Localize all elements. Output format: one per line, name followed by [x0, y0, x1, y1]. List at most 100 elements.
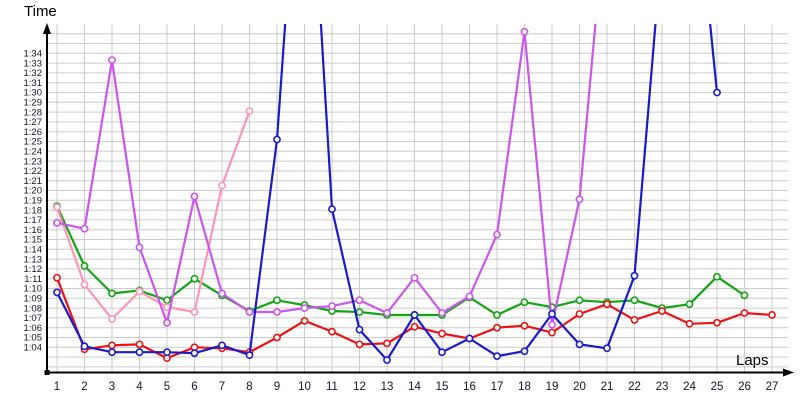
- series-blue-point: [465, 334, 474, 343]
- series-magenta-point: [465, 292, 474, 301]
- y-tick-label: 1:10: [24, 284, 43, 295]
- y-tick-label: 1:24: [24, 147, 43, 158]
- series-blue-point: [218, 341, 226, 350]
- series-blue-point: [575, 340, 584, 349]
- y-tick-label: 1:23: [24, 156, 43, 167]
- series-blue-point: [273, 135, 281, 144]
- series-pink: [53, 107, 254, 323]
- y-tick-label: 1:19: [24, 196, 43, 207]
- x-tick-label: 27: [766, 381, 779, 393]
- series-blue-point: [383, 356, 391, 364]
- series-magenta-point: [410, 273, 419, 282]
- series-red-point: [300, 316, 309, 325]
- y-tick-label: 1:28: [24, 107, 43, 118]
- y-axis-arrow-icon: [43, 23, 51, 34]
- series-green-point: [190, 274, 199, 283]
- x-tick-label: 16: [463, 381, 476, 393]
- y-tick-label: 1:06: [24, 323, 43, 334]
- y-tick-label: 1:16: [24, 225, 43, 236]
- series-magenta-point: [80, 224, 89, 233]
- x-tick-label: 13: [381, 381, 394, 393]
- series-red-point: [658, 307, 666, 315]
- y-tick-label: 1:26: [24, 127, 43, 138]
- y-tick-label: 1:22: [24, 166, 43, 177]
- x-tick-label: 17: [491, 381, 504, 393]
- series-red-point: [135, 340, 144, 349]
- series-magenta-point: [218, 289, 226, 298]
- y-tick-label: 1:04: [24, 343, 43, 354]
- series-pink-point: [80, 280, 89, 289]
- series-green-point: [740, 291, 749, 300]
- y-tick-label: 1:07: [24, 313, 43, 324]
- y-tick-label: 1:29: [24, 98, 43, 109]
- x-tick-label: 10: [298, 381, 311, 393]
- series-blue-point: [713, 88, 721, 97]
- y-tick-label: 1:15: [24, 235, 43, 246]
- series-red-point: [575, 310, 584, 318]
- y-tick-label: 1:21: [24, 176, 43, 187]
- x-tick-label: 9: [274, 381, 280, 393]
- x-tick-label: 15: [436, 381, 449, 393]
- series-blue-point: [630, 271, 639, 280]
- y-tick-label: 1:27: [24, 117, 43, 128]
- series-blue: [53, 24, 721, 364]
- series-red-point: [685, 319, 694, 328]
- series-pink-point: [108, 314, 116, 323]
- series-blue-point: [190, 349, 199, 358]
- y-tick-label: 1:34: [24, 49, 43, 60]
- y-tick-labels: 1:041:051:061:071:081:091:101:111:121:13…: [24, 49, 43, 354]
- series-green-point: [520, 298, 529, 307]
- y-tick-label: 1:13: [24, 254, 43, 265]
- series-pink-point: [135, 287, 144, 296]
- axis-origin-marker: [44, 370, 50, 375]
- x-tick-label: 6: [191, 381, 197, 393]
- series-red-point: [713, 318, 721, 327]
- series-magenta-point: [548, 320, 556, 329]
- series-green-point: [108, 289, 116, 298]
- series-blue-point: [53, 288, 61, 297]
- series-blue-point: [410, 311, 419, 319]
- series-red-point: [328, 327, 336, 336]
- series-red-point: [438, 329, 446, 338]
- series-green-point: [273, 296, 281, 305]
- series-green-point: [713, 272, 721, 281]
- series-red-point: [493, 323, 501, 332]
- series-blue-point: [245, 351, 254, 360]
- x-tick-label: 7: [219, 381, 225, 393]
- x-tick-label: 18: [518, 381, 531, 393]
- y-tick-label: 1:32: [24, 68, 43, 79]
- series-green-point: [163, 296, 171, 305]
- series-green-point: [685, 300, 694, 309]
- series-red-point: [548, 328, 556, 337]
- series-blue-point: [108, 348, 116, 357]
- series-pink-point: [190, 308, 199, 316]
- x-tick-labels: 1 2 3 4 5 6 7 8 9 10 11 12 13 14 15 16 17 18 19 20 21 22 23 24 2…: [54, 381, 779, 393]
- series-red-point: [383, 339, 391, 348]
- x-tick-label: 21: [601, 381, 614, 393]
- series-pink-point: [245, 107, 254, 116]
- series-magenta-point: [328, 302, 336, 311]
- series-blue-point: [135, 348, 144, 357]
- series-magenta-point: [163, 318, 171, 327]
- y-axis-title: Time: [24, 3, 57, 20]
- series-red-point: [603, 300, 611, 309]
- series-pink-point: [53, 203, 61, 212]
- series-green-point: [355, 308, 364, 316]
- series-magenta: [53, 24, 597, 329]
- series-magenta-point: [190, 192, 199, 201]
- series-blue-point: [355, 325, 364, 334]
- series-magenta-point: [383, 309, 391, 317]
- x-tick-label: 3: [109, 381, 115, 393]
- x-axis-title: Laps: [736, 352, 769, 369]
- series-magenta-point: [245, 308, 254, 316]
- y-tick-label: 1:25: [24, 137, 43, 148]
- series-pink-line: [55, 110, 251, 320]
- series-green-point: [80, 262, 89, 270]
- series-red-point: [520, 321, 529, 330]
- x-tick-label: 24: [683, 381, 696, 393]
- series-red-point: [53, 273, 61, 282]
- series-blue-point: [548, 310, 556, 318]
- series-magenta-point: [135, 243, 144, 252]
